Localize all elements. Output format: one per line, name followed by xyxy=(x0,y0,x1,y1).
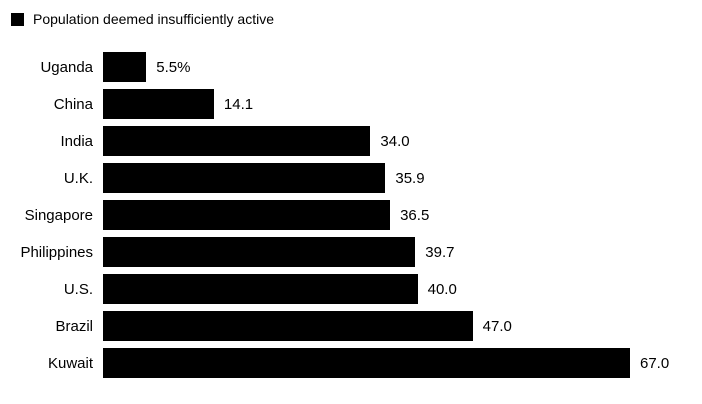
category-label: India xyxy=(60,132,93,150)
legend: Population deemed insufficiently active xyxy=(11,11,274,27)
category-label: U.S. xyxy=(63,280,93,298)
value-label: 5.5% xyxy=(156,58,191,76)
bar xyxy=(103,200,391,230)
category-label: China xyxy=(53,95,93,113)
legend-swatch-icon xyxy=(11,12,24,26)
bar xyxy=(103,163,386,193)
bar-row: China 14.1 xyxy=(0,89,702,119)
value-label: 40.0 xyxy=(427,280,457,298)
value-label: 34.0 xyxy=(380,132,410,150)
category-label: Uganda xyxy=(40,58,93,76)
bar-row: U.K. 35.9 xyxy=(0,163,702,193)
legend-label: Population deemed insufficiently active xyxy=(33,11,275,27)
category-label: Singapore xyxy=(24,206,93,224)
bar xyxy=(103,126,371,156)
value-label: 47.0 xyxy=(482,317,512,335)
bar-row: Uganda 5.5% xyxy=(0,52,702,82)
bar-row: Singapore 36.5 xyxy=(0,200,702,230)
value-label: 35.9 xyxy=(395,169,425,187)
bar xyxy=(103,311,473,341)
category-label: U.K. xyxy=(63,169,93,187)
bar xyxy=(103,52,147,82)
category-label: Philippines xyxy=(20,243,93,261)
bar-row: U.S. 40.0 xyxy=(0,274,702,304)
bar xyxy=(103,89,214,119)
category-label: Brazil xyxy=(55,317,93,335)
value-label: 67.0 xyxy=(640,354,670,372)
bar-row: Kuwait 67.0 xyxy=(0,348,702,378)
value-label: 14.1 xyxy=(223,95,254,113)
bar-row: Philippines 39.7 xyxy=(0,237,702,267)
category-label: Kuwait xyxy=(47,354,93,372)
bar xyxy=(103,237,416,267)
bar xyxy=(103,348,630,378)
bar xyxy=(103,274,418,304)
bar-row: Brazil 47.0 xyxy=(0,311,702,341)
value-label: 39.7 xyxy=(425,243,455,261)
value-label: 36.5 xyxy=(400,206,430,224)
bar-row: India 34.0 xyxy=(0,126,702,156)
bar-chart: Uganda 5.5% China 14.1 India 34.0 U.K. 3… xyxy=(0,52,702,385)
